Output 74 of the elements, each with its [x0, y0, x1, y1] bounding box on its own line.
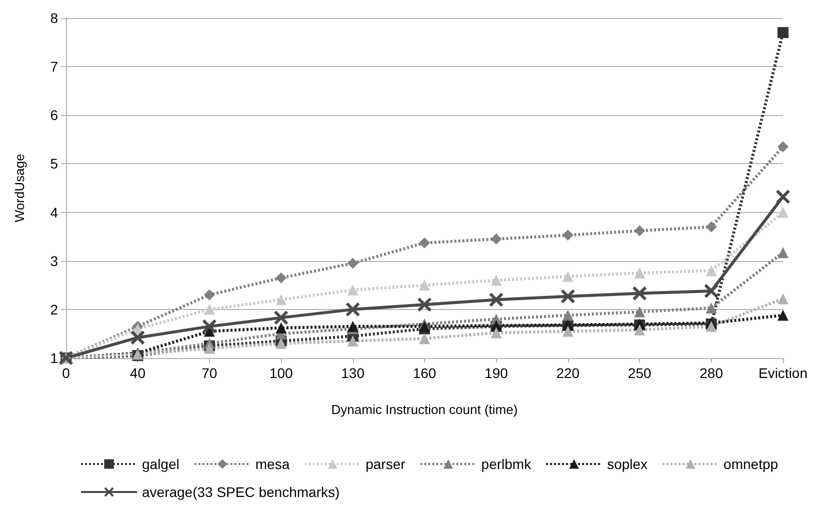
point	[202, 319, 216, 334]
point	[706, 320, 717, 332]
y-axis-title: WordUsage	[12, 154, 27, 222]
point	[130, 330, 145, 345]
point	[704, 284, 718, 298]
point	[632, 286, 647, 300]
point	[778, 247, 788, 258]
point	[562, 270, 574, 282]
point	[562, 230, 574, 241]
point	[276, 322, 287, 334]
point	[347, 284, 358, 296]
point	[706, 302, 717, 314]
point	[204, 289, 215, 300]
point	[634, 324, 646, 336]
point	[778, 206, 788, 218]
point	[490, 234, 502, 244]
legend-label: mesa	[255, 456, 290, 472]
point	[778, 141, 788, 152]
point	[490, 327, 502, 338]
y-tick-label: 5	[50, 156, 58, 172]
point	[706, 265, 717, 276]
legend-label: soplex	[607, 456, 648, 472]
x-tick-label: 160	[412, 365, 436, 381]
y-tick-label: 7	[50, 58, 58, 75]
x-axis-title: Dynamic Instruction count (time)	[331, 402, 518, 417]
point	[419, 320, 430, 332]
legend-label: perlbmk	[481, 456, 532, 472]
x-tick-label: 250	[628, 365, 652, 381]
point	[778, 293, 788, 304]
point	[634, 306, 646, 318]
point	[347, 320, 358, 332]
x-tick-label: 220	[556, 365, 580, 381]
point	[347, 336, 358, 346]
point	[418, 298, 432, 312]
legend-label: omnetpp	[724, 456, 778, 472]
x-tick-label: 190	[484, 365, 508, 381]
point	[276, 294, 287, 306]
point	[419, 280, 430, 291]
point	[634, 225, 646, 236]
y-tick-label: 4	[50, 204, 58, 220]
point	[490, 274, 502, 286]
point	[204, 304, 215, 315]
legend-label: galgel	[142, 456, 180, 472]
point	[778, 27, 788, 38]
x-tick-label: Eviction	[758, 365, 808, 381]
point	[274, 310, 288, 325]
x-tick-label: 280	[700, 365, 724, 381]
x-tick-label: 0	[62, 365, 70, 381]
y-tick-label: 3	[50, 252, 58, 269]
point	[276, 338, 287, 349]
point	[347, 258, 358, 269]
point	[634, 268, 646, 278]
point	[778, 310, 788, 321]
y-tick-label: 1	[50, 350, 58, 366]
y-tick-label: 2	[50, 301, 58, 318]
point	[276, 272, 287, 284]
y-tick-label: 8	[50, 10, 58, 26]
legend-label: average(33 SPEC benchmarks)	[142, 484, 340, 500]
point	[419, 333, 430, 344]
legend-label: parser	[366, 456, 406, 472]
x-tick-label: 40	[130, 365, 146, 381]
x-tick-label: 70	[202, 365, 218, 381]
point	[776, 190, 790, 204]
point	[204, 342, 215, 354]
point	[560, 289, 575, 304]
point	[346, 302, 360, 316]
point	[489, 292, 504, 307]
x-tick-label: 130	[341, 365, 365, 381]
point	[562, 326, 574, 337]
point	[706, 221, 717, 232]
x-tick-label: 100	[269, 365, 293, 381]
point	[419, 237, 430, 248]
y-tick-label: 6	[50, 107, 58, 124]
point	[562, 310, 574, 321]
